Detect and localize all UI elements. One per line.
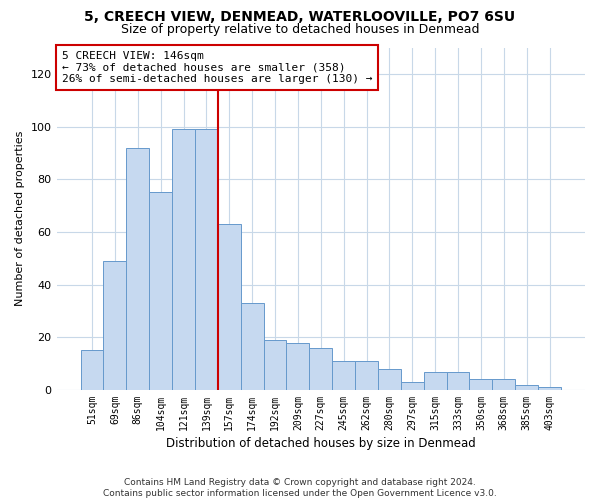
Text: 5 CREECH VIEW: 146sqm
← 73% of detached houses are smaller (358)
26% of semi-det: 5 CREECH VIEW: 146sqm ← 73% of detached …: [62, 51, 373, 84]
Y-axis label: Number of detached properties: Number of detached properties: [15, 131, 25, 306]
Bar: [103, 261, 127, 390]
Text: 5, CREECH VIEW, DENMEAD, WATERLOOVILLE, PO7 6SU: 5, CREECH VIEW, DENMEAD, WATERLOOVILLE, …: [85, 10, 515, 24]
Bar: [355, 361, 378, 390]
Bar: [493, 380, 515, 390]
Bar: [286, 342, 310, 390]
Bar: [424, 372, 446, 390]
Text: Size of property relative to detached houses in Denmead: Size of property relative to detached ho…: [121, 22, 479, 36]
Bar: [469, 380, 493, 390]
X-axis label: Distribution of detached houses by size in Denmead: Distribution of detached houses by size …: [166, 437, 476, 450]
Bar: [172, 129, 195, 390]
Bar: [515, 384, 538, 390]
Bar: [218, 224, 241, 390]
Bar: [401, 382, 424, 390]
Bar: [241, 303, 263, 390]
Bar: [263, 340, 286, 390]
Text: Contains HM Land Registry data © Crown copyright and database right 2024.
Contai: Contains HM Land Registry data © Crown c…: [103, 478, 497, 498]
Bar: [446, 372, 469, 390]
Bar: [127, 148, 149, 390]
Bar: [378, 369, 401, 390]
Bar: [538, 388, 561, 390]
Bar: [149, 192, 172, 390]
Bar: [332, 361, 355, 390]
Bar: [80, 350, 103, 390]
Bar: [310, 348, 332, 390]
Bar: [195, 129, 218, 390]
